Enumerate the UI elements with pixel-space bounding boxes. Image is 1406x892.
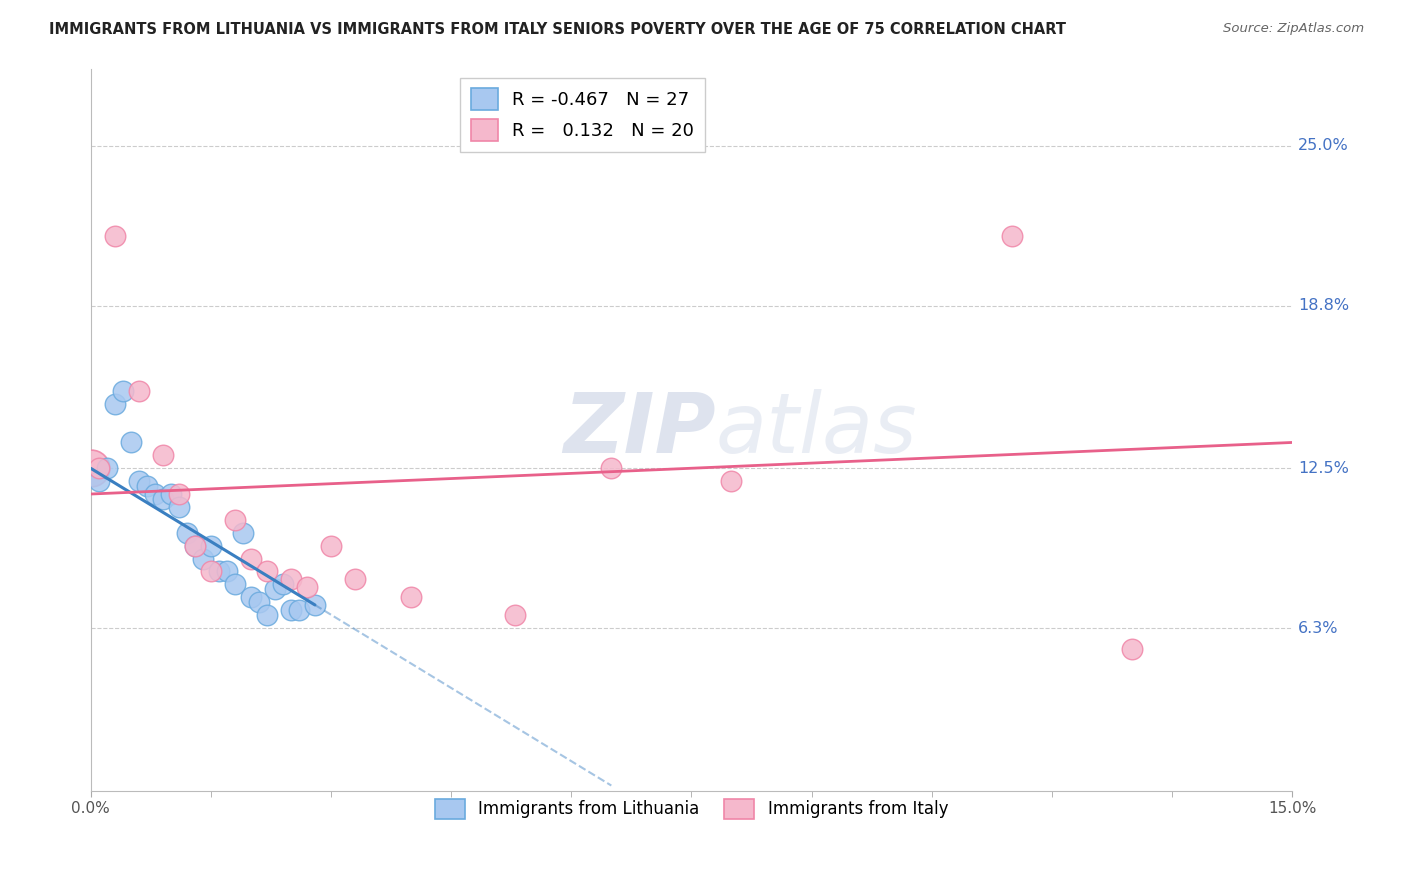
Point	[120, 435, 142, 450]
Point	[111, 384, 134, 398]
Text: atlas: atlas	[716, 389, 917, 470]
Text: 12.5%: 12.5%	[1298, 461, 1350, 475]
Point	[1001, 229, 1024, 244]
Point	[159, 487, 181, 501]
Text: 6.3%: 6.3%	[1298, 621, 1339, 636]
Point	[304, 598, 326, 612]
Point	[239, 590, 262, 604]
Point	[176, 525, 198, 540]
Point	[280, 603, 302, 617]
Point	[135, 479, 157, 493]
Point	[87, 474, 110, 488]
Text: IMMIGRANTS FROM LITHUANIA VS IMMIGRANTS FROM ITALY SENIORS POVERTY OVER THE AGE : IMMIGRANTS FROM LITHUANIA VS IMMIGRANTS …	[49, 22, 1066, 37]
Point	[256, 608, 278, 623]
Point	[288, 603, 311, 617]
Point	[280, 572, 302, 586]
Point	[104, 397, 127, 411]
Point	[184, 539, 207, 553]
Point	[79, 461, 101, 475]
Point	[152, 448, 174, 462]
Point	[319, 539, 342, 553]
Point	[128, 474, 150, 488]
Text: 18.8%: 18.8%	[1298, 298, 1350, 313]
Point	[128, 384, 150, 398]
Point	[720, 474, 742, 488]
Point	[184, 539, 207, 553]
Point	[271, 577, 294, 591]
Point	[167, 500, 190, 514]
Point	[239, 551, 262, 566]
Point	[263, 582, 285, 597]
Point	[399, 590, 422, 604]
Text: Source: ZipAtlas.com: Source: ZipAtlas.com	[1223, 22, 1364, 36]
Point	[232, 525, 254, 540]
Point	[87, 461, 110, 475]
Point	[208, 565, 231, 579]
Point	[215, 565, 238, 579]
Text: 25.0%: 25.0%	[1298, 138, 1348, 153]
Point	[224, 577, 246, 591]
Point	[143, 487, 166, 501]
Point	[152, 492, 174, 507]
Point	[96, 461, 118, 475]
Legend: Immigrants from Lithuania, Immigrants from Italy: Immigrants from Lithuania, Immigrants fr…	[427, 792, 955, 826]
Point	[200, 565, 222, 579]
Point	[167, 487, 190, 501]
Point	[503, 608, 526, 623]
Point	[247, 595, 270, 609]
Point	[295, 580, 318, 594]
Point	[256, 565, 278, 579]
Text: ZIP: ZIP	[562, 389, 716, 470]
Point	[104, 229, 127, 244]
Point	[200, 539, 222, 553]
Point	[224, 513, 246, 527]
Point	[1121, 641, 1143, 656]
Point	[191, 551, 214, 566]
Point	[343, 572, 366, 586]
Point	[600, 461, 623, 475]
